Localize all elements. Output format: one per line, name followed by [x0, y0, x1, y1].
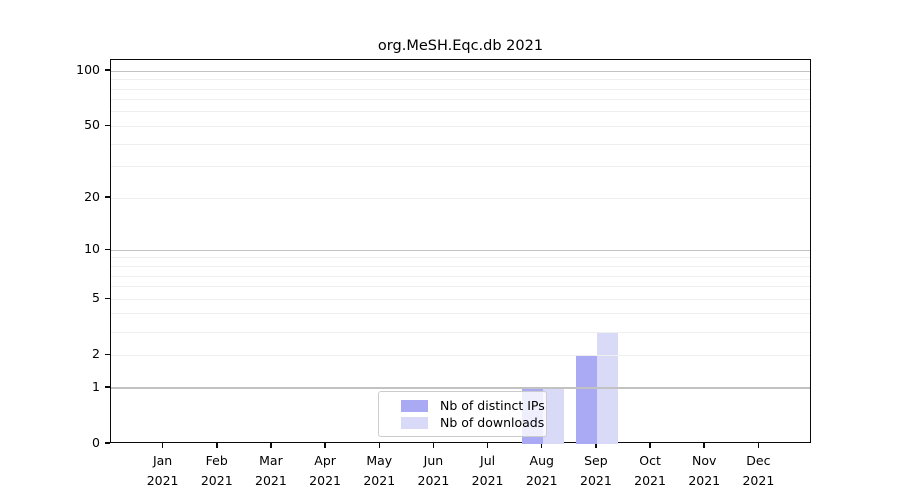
x-tick-mark	[270, 443, 272, 448]
y-tick-mark	[105, 386, 110, 388]
y-tick-label: 1	[92, 379, 100, 394]
chart-title: org.MeSH.Eqc.db 2021	[377, 38, 544, 54]
x-tick-year: 2021	[471, 473, 504, 488]
y-tick-label: 2	[92, 346, 100, 362]
gridline-major	[111, 70, 810, 72]
x-tick-label-feb: Feb 2021	[185, 451, 249, 491]
grid-layer	[111, 60, 810, 442]
y-tick-mark	[105, 297, 110, 299]
x-tick-label-apr: Apr 2021	[293, 451, 357, 491]
x-tick-label-mar: Mar 2021	[239, 451, 303, 491]
legend-swatch-distinct-ips	[401, 399, 428, 412]
x-tick-month: Feb	[205, 453, 228, 468]
legend-item-downloads: Nb of downloads	[401, 414, 544, 431]
x-tick-mark	[486, 443, 489, 448]
y-tick-mark	[105, 353, 110, 355]
y-tick-mark	[105, 196, 110, 198]
x-tick-mark	[703, 443, 705, 448]
x-tick-mark	[161, 443, 164, 448]
x-tick-month: May	[366, 453, 393, 468]
x-tick-year: 2021	[363, 473, 396, 488]
x-tick-month: Jan	[152, 453, 173, 468]
x-tick-month: Dec	[746, 453, 771, 468]
x-tick-month: Sep	[584, 453, 608, 468]
x-tick-label-nov: Nov 2021	[672, 451, 736, 491]
gridline-minor	[111, 331, 810, 333]
x-tick-year: 2021	[200, 473, 233, 488]
x-tick-year: 2021	[580, 473, 612, 488]
y-tick-label: 5	[92, 290, 100, 306]
y-tick-label: 50	[84, 117, 100, 133]
x-tick-year: 2021	[309, 473, 341, 488]
x-tick-month: Apr	[314, 453, 336, 468]
x-tick-label-oct: Oct 2021	[618, 451, 682, 491]
x-tick-year: 2021	[742, 473, 775, 488]
gridline-minor	[111, 286, 810, 288]
x-tick-label-sep: Sep 2021	[564, 451, 628, 491]
x-tick-month: Jun	[423, 453, 444, 468]
y-tick-label: 20	[84, 189, 100, 205]
x-tick-label-aug: Aug 2021	[510, 451, 574, 491]
x-tick-mark	[757, 443, 760, 448]
x-tick-mark	[324, 443, 326, 448]
legend-label-downloads: Nb of downloads	[440, 415, 545, 430]
x-tick-year: 2021	[417, 473, 450, 488]
y-tick-label: 100	[76, 62, 100, 78]
gridline-minor	[111, 111, 810, 113]
gridline-minor	[111, 88, 810, 90]
y-tick-mark	[105, 124, 110, 127]
y-tick-mark	[105, 442, 110, 444]
y-tick-label: 0	[92, 435, 100, 450]
gridline-minor	[111, 197, 810, 199]
gridline-minor	[111, 275, 810, 277]
y-tick-mark	[105, 248, 110, 251]
x-tick-mark	[649, 443, 651, 448]
gridline-minor	[111, 354, 810, 356]
x-tick-mark	[216, 443, 218, 448]
x-tick-year: 2021	[255, 473, 287, 488]
bar-downloads-aug	[542, 388, 564, 444]
x-tick-year: 2021	[688, 473, 721, 488]
x-tick-label-jan: Jan 2021	[131, 451, 195, 491]
x-tick-month: Nov	[692, 453, 717, 468]
legend-item-distinct-ips: Nb of distinct IPs	[401, 397, 545, 414]
x-tick-month: Aug	[529, 453, 554, 468]
gridline-minor	[111, 266, 810, 267]
x-tick-year: 2021	[634, 473, 666, 488]
legend: Nb of distinct IPs Nb of downloads	[378, 391, 547, 437]
legend-label-distinct-ips: Nb of distinct IPs	[440, 398, 545, 413]
gridline-minor	[111, 99, 810, 101]
x-tick-mark	[432, 443, 435, 448]
gridline-minor	[111, 313, 810, 315]
plot-area	[110, 59, 811, 444]
gridline-minor	[111, 166, 810, 168]
gridline-major	[111, 387, 810, 389]
x-tick-month: Mar	[259, 453, 283, 468]
gridline-minor	[111, 298, 810, 300]
legend-swatch-downloads	[401, 416, 428, 429]
x-tick-mark	[595, 443, 597, 448]
gridline-major	[111, 249, 810, 251]
x-tick-label-dec: Dec 2021	[726, 451, 790, 491]
gridline-minor	[111, 79, 810, 81]
x-tick-month: Oct	[639, 453, 661, 468]
gridline-minor	[111, 125, 810, 127]
x-tick-label-jun: Jun 2021	[401, 451, 465, 491]
x-tick-mark	[378, 443, 380, 448]
x-tick-mark	[540, 443, 543, 448]
x-tick-year: 2021	[146, 473, 179, 488]
x-tick-month: Jul	[480, 453, 496, 468]
y-tick-mark	[105, 69, 110, 71]
y-tick-label: 10	[84, 241, 100, 257]
x-tick-year: 2021	[525, 473, 558, 488]
bar-distinct-ips-sep	[575, 355, 597, 444]
gridline-minor	[111, 257, 810, 259]
x-tick-label-may: May 2021	[347, 451, 411, 491]
x-tick-label-jul: Jul 2021	[456, 451, 520, 491]
gridline-minor	[111, 143, 810, 145]
